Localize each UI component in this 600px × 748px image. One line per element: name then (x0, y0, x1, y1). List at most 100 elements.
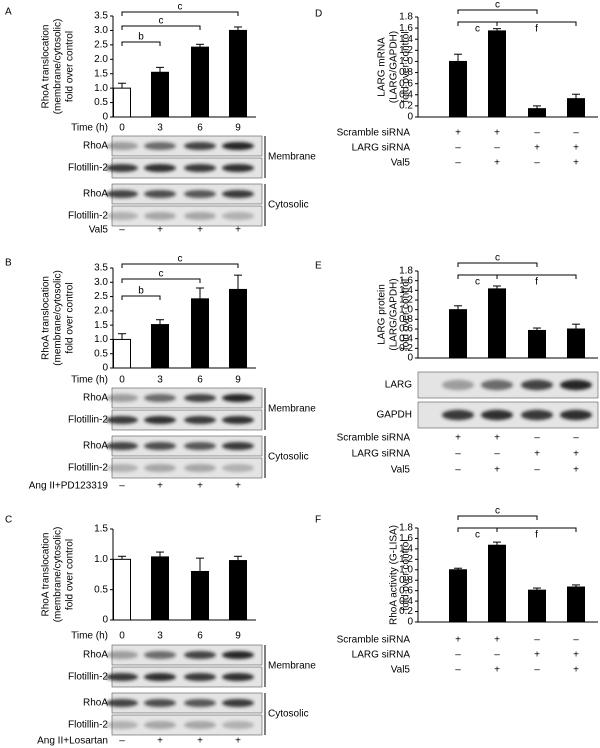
blot-band (560, 379, 592, 391)
treatment-sign: + (157, 481, 163, 492)
treatment-label: Val5 (391, 465, 411, 476)
treatment-sign: + (573, 143, 579, 154)
y-tick-label: 3.0 (94, 25, 108, 36)
y-tick-label: 0.5 (94, 584, 108, 595)
treatment-sign: + (455, 128, 461, 139)
treatment-sign: + (494, 158, 500, 169)
significance-bracket (457, 515, 538, 520)
x-tick-label: 9 (235, 631, 241, 642)
blot-band (144, 699, 176, 707)
blot-band (106, 212, 138, 220)
y-axis-label: fold over control (65, 282, 76, 353)
treatment-label: Val5 (89, 225, 109, 236)
y-tick-label: 1.6 (399, 533, 413, 544)
blot-row-label: Flotillin-2 (68, 163, 108, 174)
significance-label: b (138, 32, 144, 43)
y-tick-label: 1.0 (399, 304, 413, 315)
y-tick-label: 1.5 (94, 68, 108, 79)
bar (567, 328, 585, 359)
significance-bracket (121, 263, 239, 268)
treatment-sign: – (534, 665, 540, 676)
bar (567, 586, 585, 623)
treatment-sign: – (573, 433, 579, 444)
treatment-sign: + (573, 650, 579, 661)
y-tick-label: 0.2 (399, 343, 413, 354)
y-tick-label: 0 (102, 615, 108, 626)
significance-label: c (178, 254, 183, 265)
treatment-sign: + (573, 465, 579, 476)
blot-group-label: Membrane (268, 661, 316, 672)
blot-band (106, 673, 138, 681)
significance-label: c (475, 530, 480, 541)
blot-band (184, 212, 216, 220)
treatment-sign: + (534, 143, 540, 154)
bar (229, 29, 247, 118)
panel-letter: E (315, 261, 322, 272)
x-tick-label: 0 (119, 375, 125, 386)
significance-bracket (457, 9, 538, 14)
treatment-sign: + (534, 650, 540, 661)
y-tick-label: 1.2 (399, 295, 413, 306)
blot-band (144, 673, 176, 681)
x-tick-label: 3 (157, 123, 163, 134)
bar (191, 570, 209, 621)
x-tick-label: 0 (119, 631, 125, 642)
blot-row-label: RhoA (83, 441, 108, 452)
bar (191, 46, 209, 118)
treatment-label: LARG siRNA (352, 143, 411, 154)
blot-band (144, 464, 176, 472)
y-axis-label: LARG mRNA (377, 37, 388, 97)
blot-band (184, 673, 216, 681)
treatment-sign: + (534, 449, 540, 460)
treatment-sign: + (157, 736, 163, 747)
panel-letter: F (315, 515, 321, 526)
bar (528, 108, 546, 118)
blot-band (222, 416, 254, 424)
x-tick-label: 6 (197, 631, 203, 642)
blot-band (222, 142, 254, 150)
y-tick-label: 1.2 (399, 45, 413, 56)
bar (229, 288, 247, 369)
blot-row-label: RhoA (83, 393, 108, 404)
treatment-sign: + (455, 635, 461, 646)
blot-group-label: Cytosolic (268, 452, 309, 463)
bar (113, 338, 131, 369)
significance-bracket (121, 278, 201, 283)
y-tick-label: 3.0 (94, 277, 108, 288)
treatment-sign: + (235, 736, 241, 747)
treatment-label: Scramble siRNA (337, 128, 411, 139)
bar (113, 87, 131, 118)
y-tick-label: 0.8 (399, 575, 413, 586)
x-axis-label: Time (h) (71, 123, 108, 134)
blot-band (144, 212, 176, 220)
bar (528, 589, 546, 623)
treatment-sign: + (494, 665, 500, 676)
treatment-sign: + (573, 665, 579, 676)
blot-group-label: Membrane (268, 404, 316, 415)
y-tick-label: 1.6 (399, 275, 413, 286)
blot-band (106, 142, 138, 150)
treatment-sign: – (573, 635, 579, 646)
significance-label: c (475, 277, 480, 288)
treatment-sign: – (455, 650, 461, 661)
y-tick-label: 1.0 (94, 554, 108, 565)
significance-label: b (138, 286, 144, 297)
treatment-label: LARG siRNA (352, 650, 411, 661)
blot-row-label: RhoA (83, 698, 108, 709)
y-tick-label: 2.0 (94, 305, 108, 316)
blot-band (106, 651, 138, 659)
blot-band (144, 416, 176, 424)
y-tick-label: 1.2 (399, 554, 413, 565)
treatment-sign: + (573, 158, 579, 169)
significance-bracket (121, 11, 239, 16)
y-tick-label: 0.6 (399, 324, 413, 335)
bar (567, 98, 585, 118)
bar (449, 60, 467, 118)
treatment-sign: + (197, 736, 203, 747)
y-tick-label: 1.6 (399, 23, 413, 34)
treatment-sign: + (197, 481, 203, 492)
y-tick-label: 0 (102, 363, 108, 374)
y-axis-label: (membrane/cytosolic) (53, 527, 64, 623)
blot-band (481, 379, 513, 391)
